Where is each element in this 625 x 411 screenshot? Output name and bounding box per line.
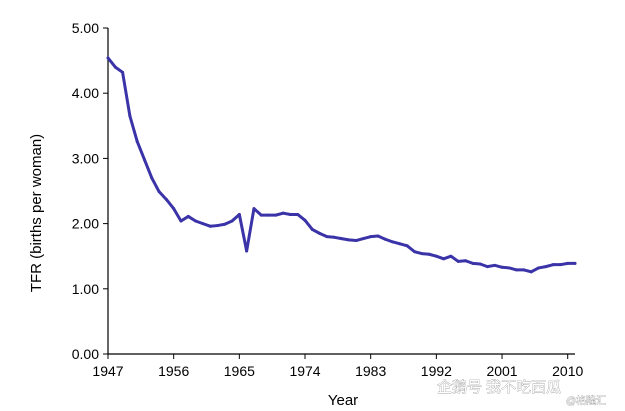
tfr-data-point [485,265,489,269]
tfr-data-point [537,266,541,270]
tfr-data-point [179,219,183,223]
tfr-data-point [398,242,402,246]
tfr-data-point [215,224,219,228]
y-tick-label: 0.00 [72,346,99,362]
x-axis-title: Year [328,392,358,409]
tfr-data-point [223,222,227,226]
tfr-data-point [303,218,307,222]
tfr-data-point [449,254,453,258]
tfr-data-point [369,235,373,239]
tfr-data-point [252,207,256,211]
tfr-data-point [573,261,577,265]
series-layer [106,56,577,274]
watermark-text: 企鹅号 我不吃西瓜 [437,378,561,396]
tfr-data-point [500,265,504,269]
x-tick-label: 2010 [552,363,583,379]
tfr-data-point [478,262,482,266]
tfr-data-point [566,261,570,265]
tfr-data-point [142,158,146,162]
tfr-data-point [361,237,365,241]
tfr-data-point [529,270,533,274]
tfr-data-point [245,249,249,253]
x-tick-label: 1974 [289,363,320,379]
x-tick-label: 2001 [486,363,517,379]
tfr-data-point [113,65,117,69]
tfr-data-point [558,263,562,267]
tfr-data-point [493,263,497,267]
tfr-data-point [296,212,300,216]
tfr-data-point [456,259,460,263]
tfr-data-point [267,213,271,217]
y-tick-label: 4.00 [72,85,99,101]
tfr-data-point [515,268,519,272]
tfr-data-point [551,263,555,267]
y-tick-label: 1.00 [72,281,99,297]
tfr-data-point [507,266,511,270]
tfr-data-point [354,239,358,243]
x-tick-label: 1965 [224,363,255,379]
y-tick-label: 5.00 [72,20,99,36]
tfr-data-point [318,231,322,235]
tfr-data-point [442,257,446,261]
y-axis-ticks: 0.00 1.00 2.00 3.00 4.00 5.00 [72,20,108,362]
x-tick-label: 1992 [421,363,452,379]
tfr-data-point [405,244,409,248]
tfr-data-point [332,235,336,239]
tfr-data-point [201,222,205,226]
tfr-data-point [150,176,154,180]
tfr-data-point [427,252,431,256]
y-axis-title: TFR (births per woman) [28,134,45,292]
tfr-data-point [186,214,190,218]
tfr-data-point [464,259,468,263]
tfr-data-point [106,56,110,60]
tfr-data-point [164,197,168,201]
y-tick-label: 2.00 [72,216,99,232]
x-tick-label: 1983 [355,363,386,379]
tfr-data-point [544,265,548,269]
tfr-data-point [522,268,526,272]
tfr-data-point [340,237,343,241]
tfr-data-point [288,212,292,216]
tfr-data-point [383,237,387,241]
watermark-subtext: @格隆汇 [566,394,606,407]
x-axis-ticks: 1947 1956 1965 1974 1983 1992 2001 2010 [92,354,583,379]
tfr-data-point [376,234,380,238]
tfr-data-point [412,250,416,254]
tfr-data-point [347,238,351,242]
tfr-data-point [471,261,475,265]
tfr-data-point [208,224,212,228]
tfr-data-point [135,139,139,143]
x-tick-label: 1947 [92,363,123,379]
tfr-data-point [274,213,278,217]
tfr-data-point [259,213,263,217]
x-tick-label: 1956 [158,363,189,379]
tfr-data-point [121,70,125,74]
tfr-data-point [194,219,198,223]
tfr-data-point [172,207,176,211]
tfr-data-point [230,219,234,223]
tfr-data-point [157,190,161,194]
tfr-data-point [310,227,314,231]
tfr-data-point [128,114,132,118]
tfr-data-point [281,211,285,215]
tfr-data-point [434,254,438,258]
tfr-data-point [420,252,424,256]
tfr-data-point [237,212,241,216]
y-tick-label: 3.00 [72,150,99,166]
tfr-data-point [391,240,395,244]
tfr-data-point [325,235,329,239]
